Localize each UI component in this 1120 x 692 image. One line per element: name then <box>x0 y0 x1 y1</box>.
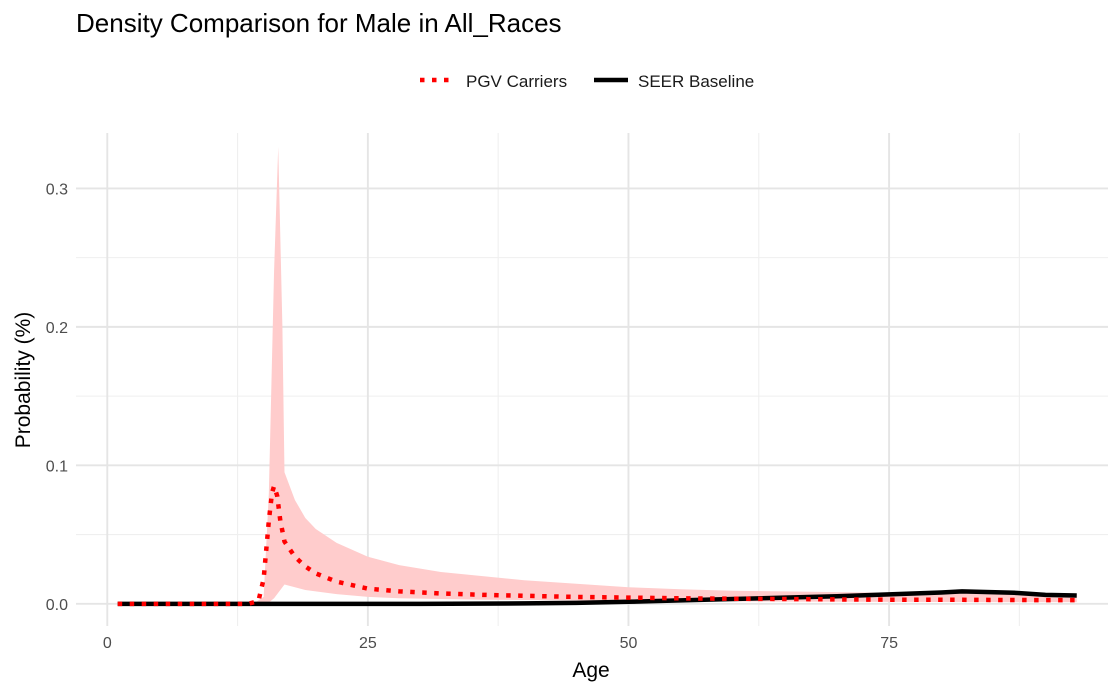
legend-label-pgv-carriers: PGV Carriers <box>466 72 567 91</box>
y-tick-label: 0.0 <box>46 597 68 614</box>
y-tick-label: 0.2 <box>46 320 68 337</box>
pgv-carriers-confidence-band <box>117 146 1077 604</box>
confidence-band-layer <box>117 146 1077 604</box>
seer-baseline-line <box>117 589 1077 607</box>
y-tick-label: 0.3 <box>46 181 68 198</box>
chart-title: Density Comparison for Male in All_Races <box>76 8 562 38</box>
grid-minor <box>76 133 1108 626</box>
series-layer <box>117 483 1077 607</box>
legend: PGV Carriers SEER Baseline <box>420 72 754 91</box>
y-tick-label: 0.1 <box>46 458 68 475</box>
x-tick-label: 75 <box>880 635 898 652</box>
x-axis-label: Age <box>572 659 609 682</box>
legend-label-seer-baseline: SEER Baseline <box>638 72 754 91</box>
y-axis-ticks: 0.0 0.1 0.2 0.3 <box>46 181 68 613</box>
y-axis-label: Probability (%) <box>12 312 35 449</box>
x-tick-label: 0 <box>103 635 112 652</box>
x-tick-label: 50 <box>620 635 638 652</box>
x-tick-label: 25 <box>359 635 377 652</box>
x-axis-ticks: 0 25 50 75 <box>103 635 898 652</box>
grid-major <box>76 133 1108 626</box>
